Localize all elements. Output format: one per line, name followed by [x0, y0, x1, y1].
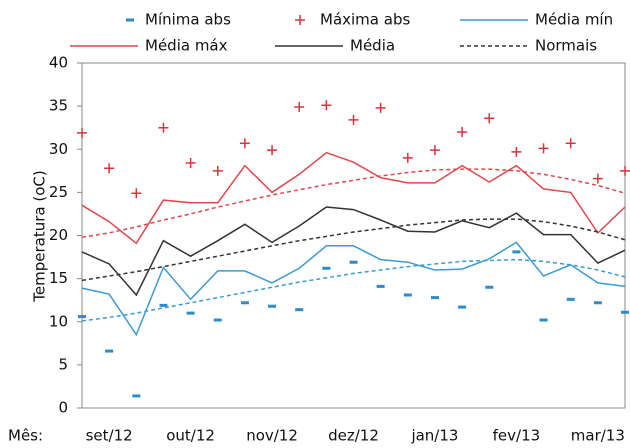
max-abs-marker: [131, 188, 142, 199]
x-tick-label: jan/13: [410, 427, 458, 445]
max-abs-marker: [429, 145, 440, 156]
y-tick-label: 0: [58, 399, 68, 417]
x-tick-label: fev/13: [493, 427, 541, 445]
series-line: [81, 206, 626, 297]
max-abs-marker: [158, 122, 169, 133]
y-tick-label: 10: [49, 312, 68, 330]
max-abs-marker: [565, 138, 576, 149]
max-abs-marker: [321, 100, 332, 111]
normal-line: [81, 168, 626, 238]
max-abs-marker: [511, 146, 522, 157]
max-abs-marker: [77, 127, 87, 138]
legend-label: Média mín: [535, 11, 613, 29]
x-tick-label: out/12: [166, 427, 215, 445]
y-tick-label: 35: [49, 97, 68, 115]
y-tick-label: 15: [49, 269, 68, 287]
max-abs-marker: [538, 143, 549, 154]
x-tick-label: mar/13: [571, 427, 625, 445]
max-abs-marker: [185, 158, 196, 169]
max-abs-marker: [212, 165, 223, 176]
series-line: [81, 241, 626, 337]
legend-label: Normais: [535, 37, 597, 55]
legend-label: Média: [350, 37, 395, 55]
max-abs-marker: [348, 114, 359, 125]
max-abs-marker: [239, 138, 250, 149]
y-tick-label: 20: [49, 226, 68, 244]
max-abs-marker: [484, 113, 495, 124]
legend-label: Mínima abs: [145, 11, 231, 29]
y-tick-label: 30: [49, 140, 68, 158]
max-abs-marker: [402, 152, 413, 163]
normal-line: [81, 258, 626, 322]
plot-frame: [81, 62, 626, 409]
legend-label: Média máx: [145, 37, 228, 55]
max-abs-marker: [592, 173, 603, 184]
y-tick-label: 25: [49, 183, 68, 201]
max-abs-marker: [620, 165, 630, 176]
series-line: [81, 151, 626, 245]
y-tick-label: 40: [49, 54, 68, 72]
x-tick-label: nov/12: [246, 427, 298, 445]
legend-label: Máxima abs: [320, 11, 410, 29]
max-abs-marker: [267, 145, 278, 156]
max-abs-marker: [457, 127, 468, 137]
y-axis-label: Temperatura (oC): [31, 170, 49, 302]
legend-swatch: [295, 15, 305, 25]
max-abs-marker: [375, 102, 386, 113]
max-abs-marker: [294, 101, 305, 112]
y-tick-label: 5: [58, 355, 68, 373]
x-axis-label: Mês:: [8, 427, 43, 445]
x-tick-label: set/12: [86, 427, 133, 445]
x-tick-label: dez/12: [328, 427, 379, 445]
normal-line: [81, 218, 626, 282]
max-abs-marker: [104, 163, 115, 174]
